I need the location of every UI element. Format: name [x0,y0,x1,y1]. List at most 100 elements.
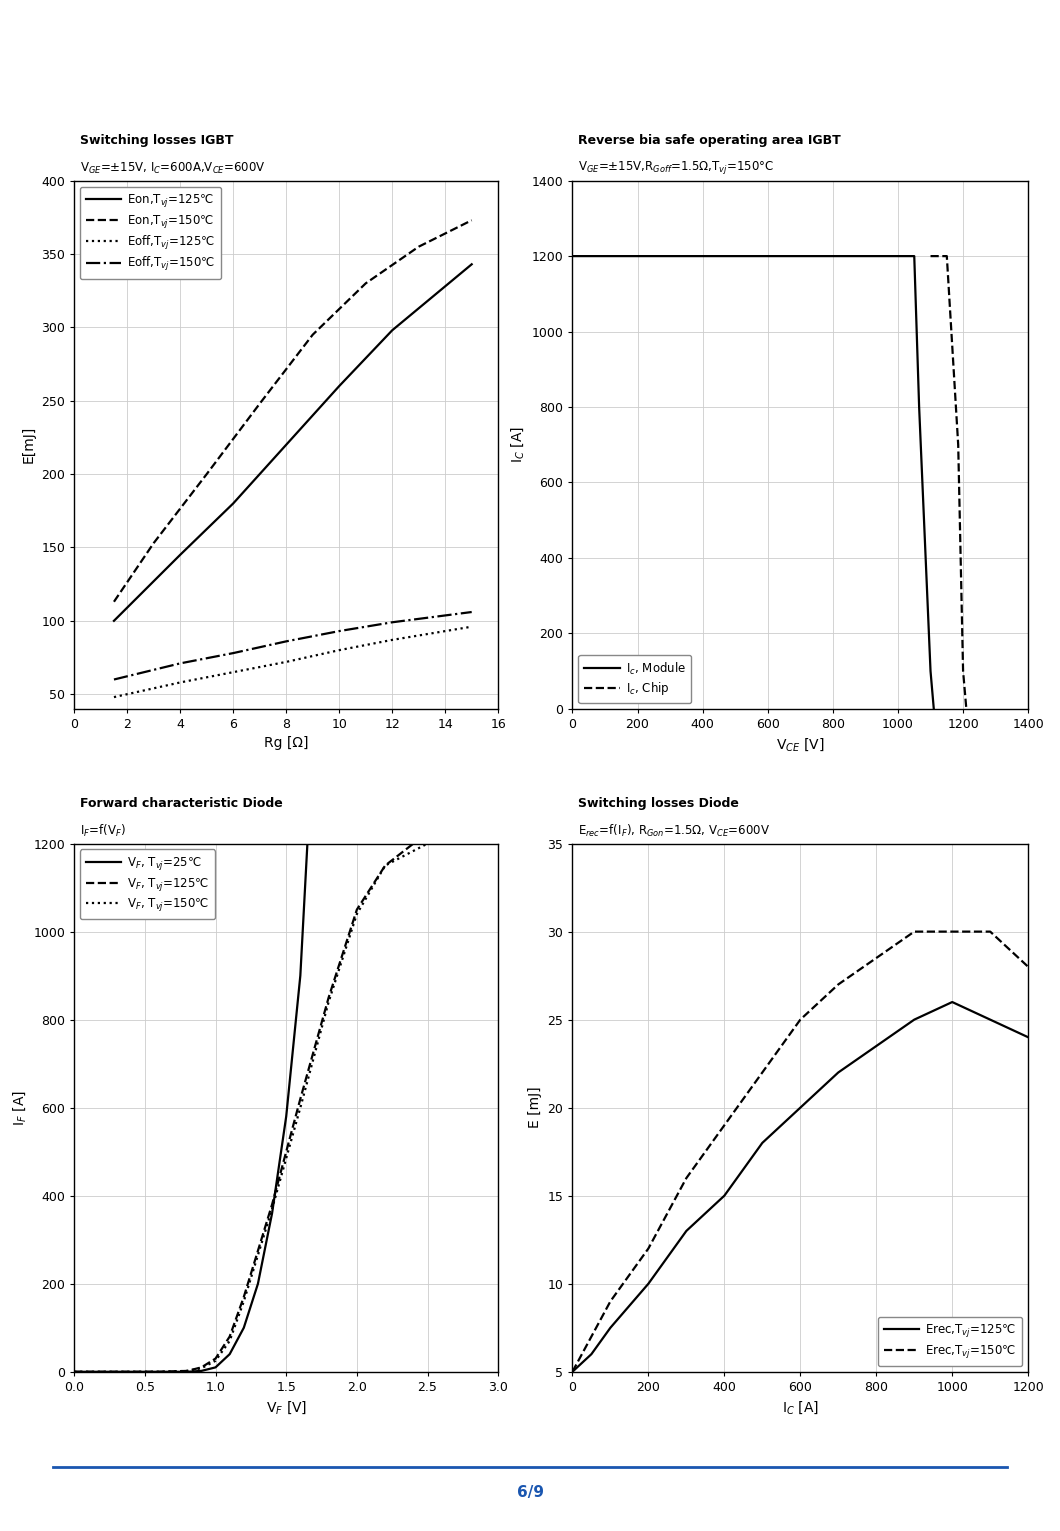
Eon,T$_{vj}$=125℃ [280,435,293,453]
V$_F$, T$_{vj}$=125℃ [153,1363,165,1381]
Text: 6/9: 6/9 [516,1485,544,1500]
Eoff,T$_{vj}$=125℃ [465,617,478,635]
Eon,T$_{vj}$=125℃ [174,545,187,563]
X-axis label: I$_C$ [A]: I$_C$ [A] [782,1399,818,1416]
Erec,T$_{vj}$=150℃ [585,1327,598,1346]
Legend: Erec,T$_{vj}$=125℃, Erec,T$_{vj}$=150℃: Erec,T$_{vj}$=125℃, Erec,T$_{vj}$=150℃ [878,1317,1022,1366]
Erec,T$_{vj}$=125℃ [585,1344,598,1363]
Line: I$_{c}$, Chip: I$_{c}$, Chip [931,256,967,709]
I$_{c}$, Chip [940,246,953,265]
Erec,T$_{vj}$=125℃ [1022,1029,1035,1047]
Erec,T$_{vj}$=150℃ [984,922,996,940]
Legend: I$_{c}$, Module, I$_{c}$, Chip: I$_{c}$, Module, I$_{c}$, Chip [579,655,691,703]
Eoff,T$_{vj}$=150℃ [280,632,293,651]
Erec,T$_{vj}$=125℃ [604,1318,617,1337]
V$_F$, T$_{vj}$=125℃ [294,1090,306,1108]
Line: Eoff,T$_{vj}$=150℃: Eoff,T$_{vj}$=150℃ [114,612,472,680]
Erec,T$_{vj}$=150℃ [718,1116,730,1134]
Erec,T$_{vj}$=125℃ [794,1098,807,1116]
I$_{c}$, Module [928,700,940,718]
V$_F$, T$_{vj}$=25℃ [195,1361,208,1379]
Eon,T$_{vj}$=150℃ [359,274,372,292]
Y-axis label: I$_F$ [A]: I$_F$ [A] [11,1090,28,1125]
V$_F$, T$_{vj}$=150℃ [421,834,434,853]
Text: I$_F$=f(V$_F$): I$_F$=f(V$_F$) [80,822,125,839]
Legend: Eon,T$_{vj}$=125℃, Eon,T$_{vj}$=150℃, Eoff,T$_{vj}$=125℃, Eoff,T$_{vj}$=150℃: Eon,T$_{vj}$=125℃, Eon,T$_{vj}$=150℃, Eo… [81,187,222,279]
Line: V$_F$, T$_{vj}$=125℃: V$_F$, T$_{vj}$=125℃ [74,844,413,1372]
V$_F$, T$_{vj}$=25℃ [181,1363,194,1381]
Eoff,T$_{vj}$=150℃ [333,622,346,640]
Text: Switching losses Diode: Switching losses Diode [578,798,739,810]
Erec,T$_{vj}$=150℃ [870,949,883,968]
V$_F$, T$_{vj}$=125℃ [407,834,420,853]
V$_F$, T$_{vj}$=150℃ [322,992,335,1010]
Text: Reverse bia safe operating area IGBT: Reverse bia safe operating area IGBT [578,135,841,147]
I$_{c}$, Module [913,398,925,416]
Eoff,T$_{vj}$=150℃ [108,671,121,689]
Erec,T$_{vj}$=125℃ [946,992,958,1010]
Eon,T$_{vj}$=150℃ [200,465,213,484]
V$_F$, T$_{vj}$=150℃ [237,1292,250,1311]
I$_{c}$, Module [924,661,937,680]
V$_F$, T$_{vj}$=125℃ [322,989,335,1007]
Y-axis label: I$_C$ [A]: I$_C$ [A] [509,426,526,464]
Erec,T$_{vj}$=150℃ [604,1292,617,1311]
Line: Eon,T$_{vj}$=125℃: Eon,T$_{vj}$=125℃ [114,265,472,622]
Text: E$_{rec}$=f(I$_F$), R$_{Gon}$=1.5Ω, V$_{CE}$=600V: E$_{rec}$=f(I$_F$), R$_{Gon}$=1.5Ω, V$_{… [578,822,770,839]
I$_{c}$, Chip [924,246,937,265]
Line: V$_F$, T$_{vj}$=25℃: V$_F$, T$_{vj}$=25℃ [74,844,307,1372]
Line: I$_{c}$, Module: I$_{c}$, Module [572,256,934,709]
Erec,T$_{vj}$=125℃ [642,1274,655,1292]
Eoff,T$_{vj}$=150℃ [174,654,187,672]
V$_F$, T$_{vj}$=150℃ [266,1200,279,1219]
Erec,T$_{vj}$=150℃ [1022,958,1035,977]
Erec,T$_{vj}$=125℃ [681,1222,693,1240]
V$_F$, T$_{vj}$=125℃ [351,900,364,919]
Text: Forward characteristic Diode: Forward characteristic Diode [80,798,282,810]
X-axis label: Rg [Ω]: Rg [Ω] [264,736,308,750]
Line: Erec,T$_{vj}$=150℃: Erec,T$_{vj}$=150℃ [572,931,1028,1372]
Erec,T$_{vj}$=125℃ [566,1363,579,1381]
Eon,T$_{vj}$=150℃ [108,592,121,611]
V$_F$, T$_{vj}$=125℃ [224,1327,236,1346]
Erec,T$_{vj}$=150℃ [832,975,845,994]
Eon,T$_{vj}$=150℃ [253,395,266,413]
Erec,T$_{vj}$=125℃ [984,1010,996,1029]
V$_F$, T$_{vj}$=125℃ [68,1363,81,1381]
Eon,T$_{vj}$=125℃ [333,377,346,395]
I$_{c}$, Chip [957,661,970,680]
Eoff,T$_{vj}$=125℃ [333,641,346,660]
X-axis label: V$_F$ [V]: V$_F$ [V] [266,1399,306,1416]
Y-axis label: E [mJ]: E [mJ] [528,1087,542,1128]
V$_F$, T$_{vj}$=150℃ [209,1352,222,1370]
I$_{c}$, Chip [960,700,973,718]
Line: Eoff,T$_{vj}$=125℃: Eoff,T$_{vj}$=125℃ [114,626,472,697]
Eon,T$_{vj}$=150℃ [306,326,319,344]
Eon,T$_{vj}$=125℃ [108,611,121,631]
I$_{c}$, Chip [952,435,965,453]
I$_{c}$, Module [566,246,579,265]
Erec,T$_{vj}$=125℃ [756,1133,768,1151]
Eon,T$_{vj}$=125℃ [386,322,399,340]
V$_F$, T$_{vj}$=25℃ [224,1344,236,1363]
V$_F$, T$_{vj}$=25℃ [294,966,306,984]
Eoff,T$_{vj}$=125℃ [386,631,399,649]
V$_F$, T$_{vj}$=150℃ [181,1361,194,1379]
Erec,T$_{vj}$=125℃ [718,1187,730,1205]
Eoff,T$_{vj}$=150℃ [465,603,478,622]
V$_F$, T$_{vj}$=150℃ [68,1363,81,1381]
Erec,T$_{vj}$=150℃ [642,1239,655,1257]
V$_F$, T$_{vj}$=125℃ [378,856,391,874]
V$_F$, T$_{vj}$=150℃ [294,1098,306,1116]
Eoff,T$_{vj}$=125℃ [227,663,240,681]
Eoff,T$_{vj}$=125℃ [280,652,293,671]
Eoff,T$_{vj}$=125℃ [108,687,121,706]
Eoff,T$_{vj}$=150℃ [386,612,399,631]
V$_F$, T$_{vj}$=125℃ [209,1349,222,1367]
V$_F$, T$_{vj}$=25℃ [209,1358,222,1376]
Erec,T$_{vj}$=125℃ [832,1063,845,1081]
V$_F$, T$_{vj}$=150℃ [378,856,391,874]
Eon,T$_{vj}$=125℃ [227,495,240,513]
V$_F$, T$_{vj}$=125℃ [237,1288,250,1306]
Line: V$_F$, T$_{vj}$=150℃: V$_F$, T$_{vj}$=150℃ [74,844,427,1372]
